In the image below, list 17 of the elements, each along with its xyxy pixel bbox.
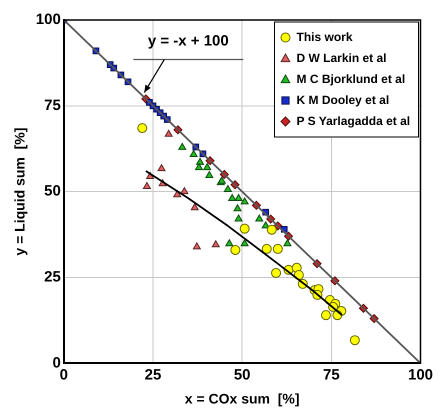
x-tick-label: 100	[408, 366, 433, 384]
x-axis-title: x = COx sum [%]	[184, 390, 300, 406]
x-tick-label: 50	[234, 366, 250, 384]
y-axis-title: y = Liquid sum [%]	[11, 128, 28, 256]
y-tick-label: 75	[44, 96, 61, 114]
legend-label: K M Dooley et al	[296, 92, 390, 107]
annotation: y = -x + 100	[148, 32, 229, 50]
y-tick-label: 50	[44, 182, 61, 200]
x-tick-label: 25	[144, 366, 162, 384]
y-tick-label: 100	[36, 11, 61, 28]
legend-label: This work	[296, 30, 353, 44]
x-tick-label: 75	[322, 366, 340, 384]
y-tick-label: 0	[52, 354, 61, 372]
legend-label: M C Bjorklund et al	[296, 72, 406, 86]
y-tick-label: 25	[44, 268, 61, 286]
legend-label: P S Yarlagadda et al	[296, 114, 410, 128]
legend-label: D W Larkin et al	[296, 50, 387, 65]
